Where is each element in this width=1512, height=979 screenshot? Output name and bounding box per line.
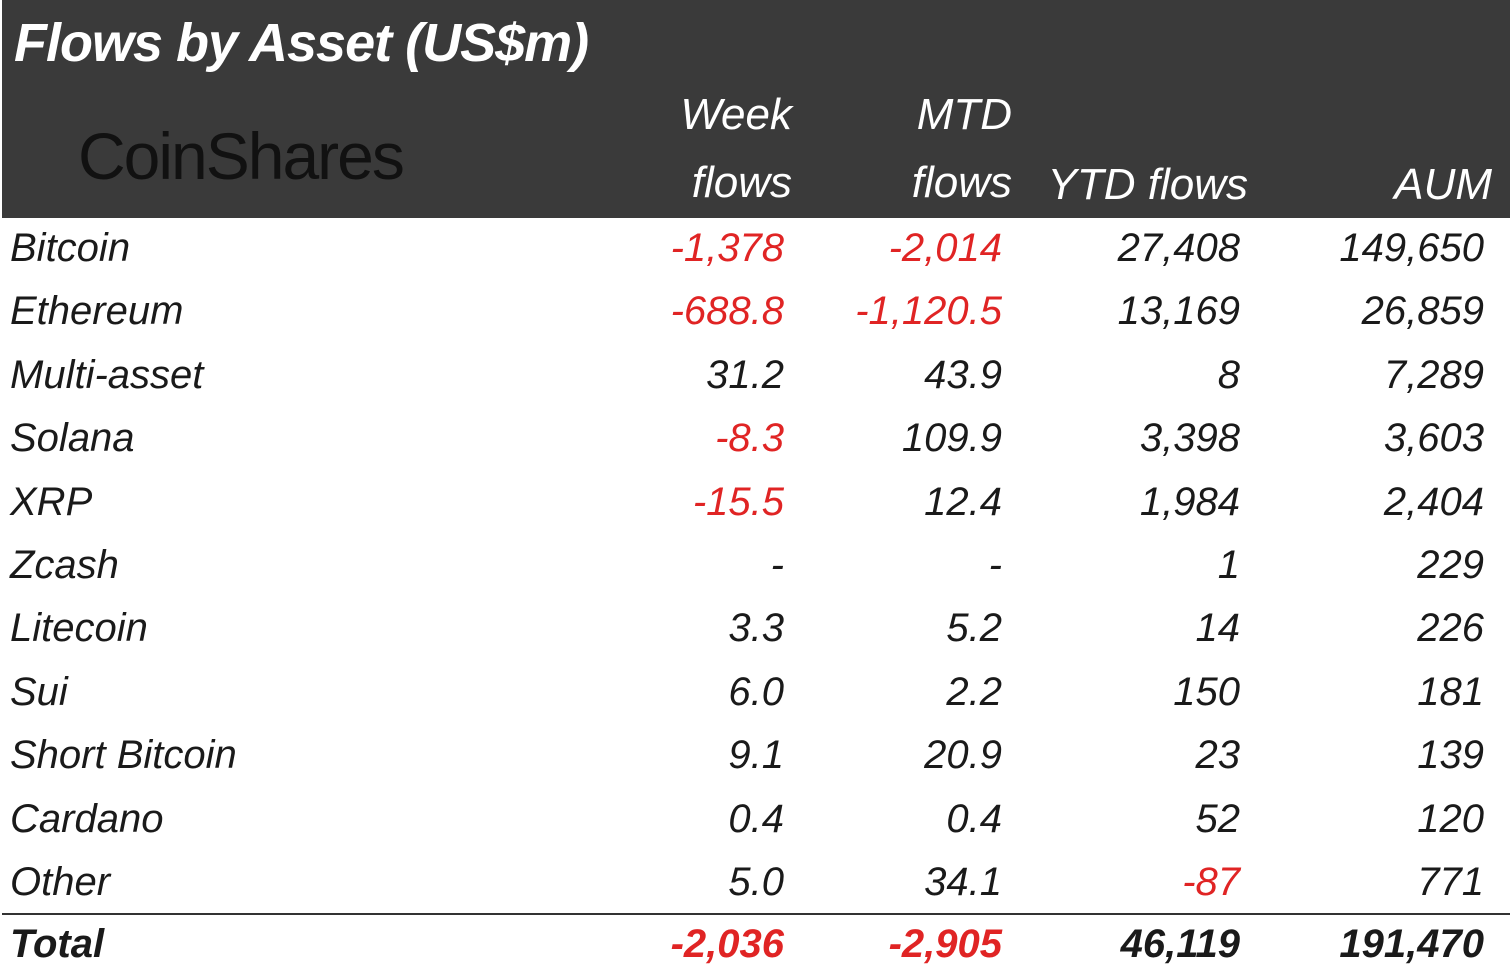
week-flows-cell: 31.2 xyxy=(706,352,784,397)
mtd-flows-cell: 2.2 xyxy=(946,669,1002,714)
mtd-flows-cell: -1,120.5 xyxy=(855,289,1002,334)
column-header-ytd-flows: YTD flows xyxy=(1047,160,1248,209)
week-flows-cell: - xyxy=(770,543,784,587)
column-header-week-flows: Week flows xyxy=(680,90,792,208)
ytd-flows-cell: 13,169 xyxy=(1117,289,1240,334)
table-row: Solana -8.3 109.9 3,398 3,603 xyxy=(0,410,1512,473)
asset-name: Other xyxy=(10,860,111,904)
asset-name: XRP xyxy=(10,479,93,524)
week-flows-cell: 5.0 xyxy=(728,860,784,904)
table-header: Flows by Asset (US$m) CoinShares Week fl… xyxy=(2,0,1510,218)
total-divider xyxy=(2,913,1510,915)
asset-name: Zcash xyxy=(10,543,119,587)
mtd-flows-cell: -2,014 xyxy=(888,226,1002,270)
aum-cell: 191,470 xyxy=(1339,922,1484,966)
week-flows-cell: -8.3 xyxy=(715,416,784,461)
mtd-flows-cell: 34.1 xyxy=(924,860,1002,904)
mtd-flows-cell: 0.4 xyxy=(946,796,1002,841)
asset-name: Cardano xyxy=(10,796,164,841)
asset-name: Litecoin xyxy=(10,606,148,651)
column-header-line2: flows xyxy=(911,158,1012,207)
mtd-flows-cell: 109.9 xyxy=(901,416,1002,461)
mtd-flows-cell: 5.2 xyxy=(946,606,1002,651)
table-row: Zcash - - 1 229 xyxy=(0,537,1512,600)
ytd-flows-cell: 14 xyxy=(1195,606,1241,651)
mtd-flows-cell: 43.9 xyxy=(924,352,1002,397)
coinshares-logo: CoinShares xyxy=(78,119,405,193)
week-flows-cell: 0.4 xyxy=(728,796,784,841)
aum-cell: 229 xyxy=(1417,543,1484,587)
table-row: Cardano 0.4 0.4 52 120 xyxy=(0,791,1512,854)
table-row: Short Bitcoin 9.1 20.9 23 139 xyxy=(0,727,1512,790)
week-flows-cell: 6.0 xyxy=(728,669,784,714)
table-row: XRP -15.5 12.4 1,984 2,404 xyxy=(0,474,1512,537)
aum-cell: 120 xyxy=(1417,796,1484,841)
week-flows-cell: -2,036 xyxy=(670,922,784,966)
asset-name: Sui xyxy=(10,669,68,714)
week-flows-cell: -688.8 xyxy=(670,289,784,334)
table-title: Flows by Asset (US$m) xyxy=(14,13,589,73)
ytd-flows-cell: 23 xyxy=(1195,733,1241,778)
mtd-flows-cell: 12.4 xyxy=(924,479,1002,524)
ytd-flows-cell: 1 xyxy=(1217,543,1240,587)
table-row: Other 5.0 34.1 -87 771 xyxy=(0,854,1512,917)
week-flows-cell: -1,378 xyxy=(670,226,784,270)
aum-cell: 181 xyxy=(1417,669,1484,714)
ytd-flows-cell: 46,119 xyxy=(1120,922,1240,966)
column-header-line1: MTD xyxy=(916,90,1012,139)
total-row: Total -2,036 -2,905 46,119 191,470 xyxy=(0,916,1512,979)
aum-cell: 139 xyxy=(1417,733,1484,778)
mtd-flows-cell: -2,905 xyxy=(888,922,1002,966)
aum-cell: 26,859 xyxy=(1361,289,1484,334)
aum-cell: 771 xyxy=(1417,860,1484,904)
ytd-flows-cell: 150 xyxy=(1173,669,1240,714)
table-row: Litecoin 3.3 5.2 14 226 xyxy=(0,600,1512,663)
total-label: Total xyxy=(10,922,105,966)
aum-cell: 2,404 xyxy=(1383,479,1484,524)
table-row: Multi-asset 31.2 43.9 8 7,289 xyxy=(0,347,1512,410)
column-header-mtd-flows: MTD flows xyxy=(912,90,1012,208)
aum-cell: 226 xyxy=(1417,606,1484,651)
mtd-flows-cell: 20.9 xyxy=(924,733,1002,778)
table-row: Ethereum -688.8 -1,120.5 13,169 26,859 xyxy=(0,283,1512,346)
asset-name: Ethereum xyxy=(10,289,184,334)
week-flows-cell: 9.1 xyxy=(728,733,784,778)
ytd-flows-cell: 52 xyxy=(1195,796,1241,841)
column-header-aum: AUM xyxy=(1394,160,1492,209)
mtd-flows-cell: - xyxy=(988,543,1002,587)
ytd-flows-cell: 27,408 xyxy=(1117,226,1240,270)
column-header-line2: flows xyxy=(691,158,792,207)
asset-name: Short Bitcoin xyxy=(10,733,237,778)
aum-cell: 3,603 xyxy=(1383,416,1484,461)
asset-name: Solana xyxy=(10,416,135,461)
ytd-flows-cell: 1,984 xyxy=(1139,479,1240,524)
aum-cell: 149,650 xyxy=(1339,226,1484,270)
asset-name: Multi-asset xyxy=(10,352,204,397)
column-header-line1: Week xyxy=(680,90,792,139)
ytd-flows-cell: 8 xyxy=(1217,352,1240,397)
aum-cell: 7,289 xyxy=(1383,352,1484,397)
ytd-flows-cell: 3,398 xyxy=(1139,416,1240,461)
asset-name: Bitcoin xyxy=(10,226,131,270)
table-row: Bitcoin -1,378 -2,014 27,408 149,650 xyxy=(0,220,1512,283)
ytd-flows-cell: -87 xyxy=(1182,860,1240,904)
week-flows-cell: -15.5 xyxy=(692,479,784,524)
table-row: Sui 6.0 2.2 150 181 xyxy=(0,664,1512,727)
week-flows-cell: 3.3 xyxy=(728,606,784,651)
